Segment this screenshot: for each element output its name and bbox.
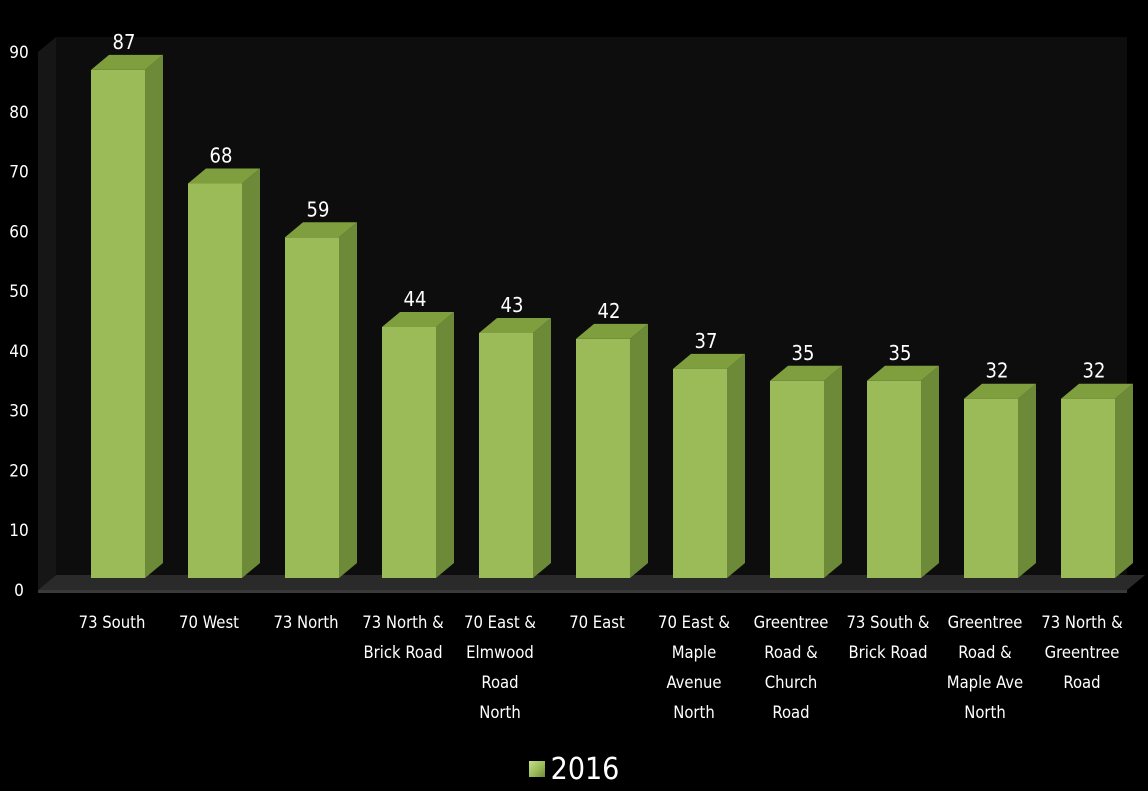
bar-side	[1115, 383, 1133, 578]
bar-top	[770, 365, 842, 381]
floor	[38, 575, 1145, 590]
floor-edge	[38, 590, 1127, 593]
bar-top	[285, 222, 357, 238]
bar-top	[576, 323, 648, 339]
category-label: 73 North	[273, 613, 338, 632]
y-tick-label: 80	[9, 103, 28, 123]
bar-side	[1018, 383, 1036, 578]
legend-label: 2016	[550, 752, 620, 787]
bar-top	[91, 54, 163, 70]
bar-front	[188, 183, 242, 578]
side-wall	[38, 37, 56, 590]
data-labels: 87 68 59 44 43 42 37 35 35 32 32	[113, 30, 1106, 383]
bar-top	[1061, 383, 1133, 399]
bar-front	[867, 380, 921, 578]
category-label: 73 North & Greentree Road	[1041, 613, 1123, 692]
x-axis: 73 South 70 West 73 North 73 North & Brick R…	[79, 613, 1123, 722]
category-label: 70 East & Elmwood Road North	[464, 613, 536, 722]
bar-side	[339, 222, 357, 579]
y-tick-label: 70	[9, 163, 28, 183]
bar-side	[630, 323, 648, 578]
bar-side	[242, 168, 260, 578]
y-tick-label: 20	[9, 461, 28, 481]
data-label: 42	[598, 299, 621, 323]
y-tick-label: 90	[9, 43, 28, 63]
y-tick-label: 60	[9, 222, 28, 242]
category-label: Greentree Road & Church Road	[754, 613, 829, 722]
bar	[285, 222, 357, 579]
bar-front	[576, 338, 630, 578]
data-label: 43	[501, 293, 524, 317]
bar-front	[479, 332, 533, 578]
bar-chart: 0 10 20 30 40 50 60 70 80 90 87 68 59 44 43 42 37 35 35 32…	[9, 30, 1145, 722]
bar-side	[145, 54, 163, 578]
y-tick-label: 40	[9, 342, 28, 362]
bar-front	[1061, 398, 1115, 578]
category-label: 73 North & Brick Road	[362, 613, 444, 662]
bar	[867, 365, 939, 578]
bar-front	[91, 69, 145, 578]
data-label: 32	[986, 359, 1009, 383]
bar-side	[727, 353, 745, 578]
bar-top	[188, 168, 260, 184]
bar	[188, 168, 260, 578]
bar-front	[770, 380, 824, 578]
legend: 2016	[0, 752, 1148, 787]
y-tick-label: 10	[9, 521, 28, 541]
bar	[479, 317, 551, 578]
category-label: 73 South & Brick Road	[846, 613, 929, 662]
bar-front	[382, 326, 436, 578]
category-label: 73 South	[79, 613, 146, 632]
category-label: 70 East & Maple Avenue North	[658, 613, 730, 722]
category-label: Greentree Road & Maple Ave North	[947, 613, 1023, 722]
bar	[382, 311, 454, 578]
data-label: 35	[889, 341, 912, 365]
data-label: 37	[695, 329, 718, 353]
bar-front	[673, 368, 727, 578]
bar-top	[479, 317, 551, 333]
data-label: 59	[307, 197, 330, 221]
bar-top	[867, 365, 939, 381]
bar-side	[824, 365, 842, 578]
y-tick-label: 30	[9, 402, 28, 422]
data-label: 32	[1083, 359, 1106, 383]
bar-side	[921, 365, 939, 578]
y-axis: 0 10 20 30 40 50 60 70 80 90	[9, 43, 28, 601]
bar-front	[964, 398, 1018, 578]
data-label: 35	[792, 341, 815, 365]
category-label: 70 West	[179, 613, 239, 632]
legend-swatch	[528, 761, 545, 777]
data-label: 68	[210, 144, 233, 168]
bar	[673, 353, 745, 578]
bar-side	[533, 317, 551, 578]
bar-top	[673, 353, 745, 369]
y-tick-label: 0	[14, 581, 24, 601]
bar	[1061, 383, 1133, 578]
bar-side	[436, 311, 454, 578]
bar	[964, 383, 1036, 578]
bar	[770, 365, 842, 578]
bar	[91, 54, 163, 578]
bar	[576, 323, 648, 578]
y-tick-label: 50	[9, 282, 28, 302]
bar-top	[382, 311, 454, 327]
bar-front	[285, 237, 339, 579]
data-label: 44	[404, 287, 427, 311]
bar-top	[964, 383, 1036, 399]
category-label: 70 East	[569, 613, 625, 632]
bars	[91, 54, 1133, 579]
data-label: 87	[113, 30, 136, 54]
